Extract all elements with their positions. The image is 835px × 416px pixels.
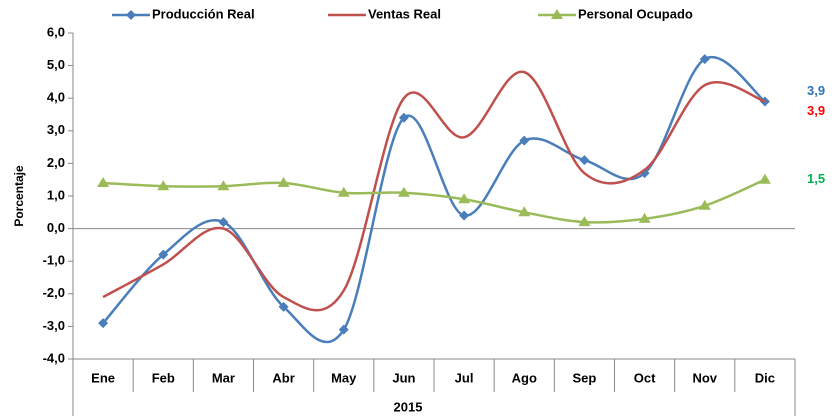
y-tick-label: 0,0	[47, 220, 65, 235]
marker	[338, 324, 349, 335]
y-tick-label: 5,0	[47, 57, 65, 72]
x-tick-label: Abr	[272, 370, 294, 385]
x-tick-label: May	[331, 370, 357, 385]
series-line	[102, 70, 766, 312]
legend-marker	[126, 10, 136, 20]
marker	[398, 112, 409, 123]
y-tick-label: -1,0	[43, 253, 65, 268]
marker	[98, 318, 109, 329]
marker	[458, 193, 471, 204]
y-axis-label: Porcentaje	[12, 165, 26, 227]
marker	[158, 249, 169, 260]
x-tick-label: Mar	[212, 370, 235, 385]
marker	[97, 176, 110, 187]
marker	[397, 186, 410, 197]
x-tick-label: Ago	[512, 370, 537, 385]
y-tick-label: -3,0	[43, 318, 65, 333]
marker	[459, 210, 470, 221]
marker	[699, 54, 710, 65]
value-label: 3,9	[807, 103, 825, 118]
marker	[518, 206, 531, 217]
marker	[157, 180, 170, 191]
x-tick-label: Ene	[91, 370, 115, 385]
legend-label: Producción Real	[152, 6, 255, 21]
marker	[218, 217, 229, 228]
x-tick-label: Sep	[572, 370, 596, 385]
marker	[278, 301, 289, 312]
x-tick-label: Oct	[634, 370, 656, 385]
value-label: 3,9	[807, 83, 825, 98]
marker	[277, 176, 290, 187]
marker	[758, 173, 771, 184]
marker	[519, 135, 530, 146]
x-tick-label: Feb	[152, 370, 175, 385]
y-tick-label: 1,0	[47, 187, 65, 202]
marker	[337, 186, 350, 197]
x-tick-label: Nov	[692, 370, 717, 385]
marker	[578, 216, 591, 227]
y-tick-label: -2,0	[43, 285, 65, 300]
y-tick-label: 3,0	[47, 122, 65, 137]
marker	[698, 199, 711, 210]
legend-marker	[551, 9, 563, 19]
marker	[579, 155, 590, 166]
marker	[638, 212, 651, 223]
x-group-label: 2015	[394, 399, 423, 414]
x-tick-label: Jul	[455, 370, 474, 385]
x-tick-label: Jun	[392, 370, 415, 385]
y-tick-label: 4,0	[47, 90, 65, 105]
y-tick-label: -4,0	[43, 350, 65, 365]
series-line	[102, 55, 766, 344]
series-line	[103, 178, 766, 224]
legend-label: Ventas Real	[368, 6, 441, 21]
x-tick-label: Dic	[755, 370, 775, 385]
y-tick-label: 6,0	[47, 24, 65, 39]
legend-label: Personal Ocupado	[578, 6, 693, 21]
y-tick-label: 2,0	[47, 155, 65, 170]
marker	[217, 180, 230, 191]
value-label: 1,5	[807, 171, 825, 186]
